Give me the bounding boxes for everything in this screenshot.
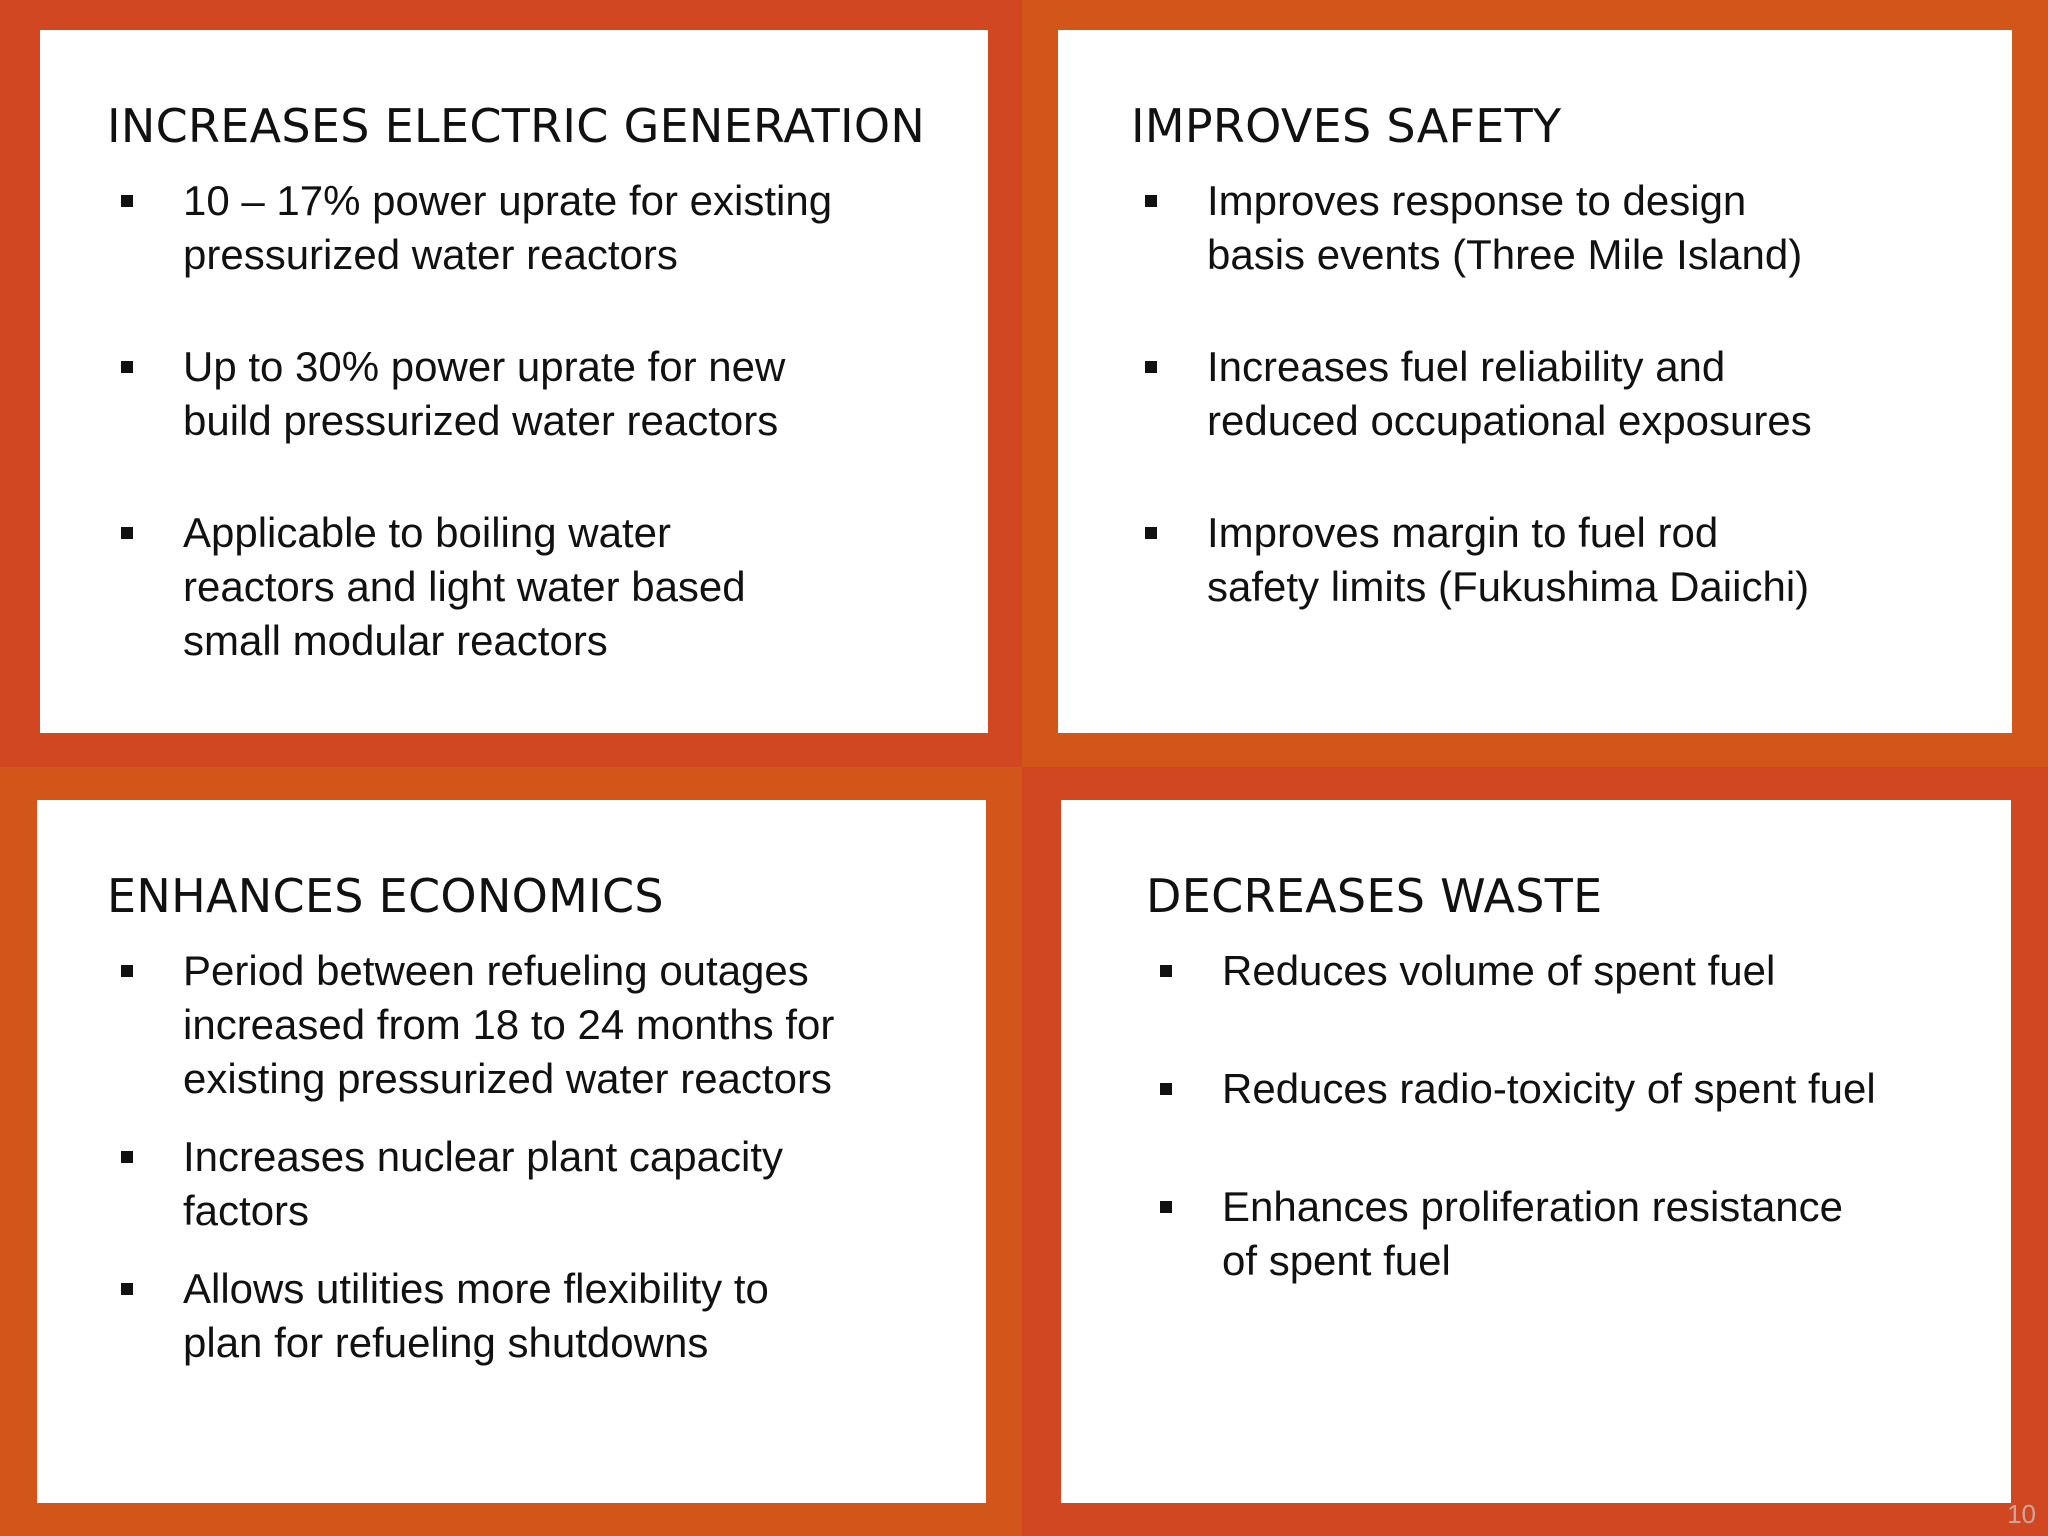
bullet-item: Reduces radio-toxicity of spent fuel: [1146, 1062, 2011, 1116]
panel-safety: IMPROVES SAFETY Improves response to des…: [1058, 30, 2012, 733]
square-bullet-icon: [121, 527, 133, 539]
bullet-list: 10 – 17% power uprate for existing pressu…: [107, 174, 988, 668]
bullet-text: Improves response to design basis events …: [1207, 177, 1803, 278]
bullet-text: Reduces volume of spent fuel: [1222, 947, 1776, 994]
bullet-text: Allows utilities more flexibility to plan…: [183, 1265, 769, 1366]
panel-title: IMPROVES SAFETY: [1131, 99, 1562, 153]
bullet-text: Up to 30% power uprate for new build pres…: [183, 343, 786, 444]
bullet-item: Increases nuclear plant capacity factors: [107, 1130, 986, 1238]
bullet-text: Enhances proliferation resistance of spen…: [1222, 1183, 1844, 1284]
bullet-item: Allows utilities more flexibility to plan…: [107, 1262, 986, 1370]
bullet-list: Reduces volume of spent fuel Reduces rad…: [1146, 944, 2011, 1288]
panel-economics: ENHANCES ECONOMICS Period between refuel…: [37, 800, 986, 1503]
square-bullet-icon: [121, 965, 133, 977]
bullet-item: Increases fuel reliability and reduced oc…: [1131, 340, 2012, 448]
bullet-item: Improves response to design basis events …: [1131, 174, 2012, 282]
bullet-item: Reduces volume of spent fuel: [1146, 944, 2011, 998]
panel-title: INCREASES ELECTRIC GENERATION: [107, 99, 926, 153]
bullet-text: Period between refueling outages increase…: [183, 947, 835, 1102]
bullet-item: Up to 30% power uprate for new build pres…: [107, 340, 988, 448]
square-bullet-icon: [121, 361, 133, 373]
bullet-text: Reduces radio-toxicity of spent fuel: [1222, 1065, 1876, 1112]
bullet-text: Improves margin to fuel rod safety limits…: [1207, 509, 1810, 610]
bullet-item: Applicable to boiling water reactors and …: [107, 506, 988, 668]
bullet-item: Enhances proliferation resistance of spen…: [1146, 1180, 2011, 1288]
square-bullet-icon: [1160, 965, 1172, 977]
bullet-text: Increases nuclear plant capacity factors: [183, 1133, 783, 1234]
square-bullet-icon: [121, 1283, 133, 1295]
bullet-item: 10 – 17% power uprate for existing pressu…: [107, 174, 988, 282]
square-bullet-icon: [1145, 527, 1157, 539]
bullet-text: 10 – 17% power uprate for existing pressu…: [183, 177, 833, 278]
page-number: 10: [2007, 1499, 2036, 1529]
square-bullet-icon: [1160, 1083, 1172, 1095]
bullet-text: Increases fuel reliability and reduced oc…: [1207, 343, 1812, 444]
bullet-list: Period between refueling outages increase…: [107, 944, 986, 1370]
panel-title: ENHANCES ECONOMICS: [107, 869, 664, 923]
bullet-list: Improves response to design basis events …: [1131, 174, 2012, 614]
square-bullet-icon: [1160, 1201, 1172, 1213]
bullet-item: Improves margin to fuel rod safety limits…: [1131, 506, 2012, 614]
panel-title: DECREASES WASTE: [1146, 869, 1603, 923]
panel-electric-generation: INCREASES ELECTRIC GENERATION 10 – 17% p…: [40, 30, 988, 733]
square-bullet-icon: [1145, 361, 1157, 373]
square-bullet-icon: [1145, 195, 1157, 207]
square-bullet-icon: [121, 1151, 133, 1163]
square-bullet-icon: [121, 195, 133, 207]
panel-waste: DECREASES WASTE Reduces volume of spent …: [1061, 800, 2011, 1503]
bullet-text: Applicable to boiling water reactors and …: [183, 509, 746, 664]
bullet-item: Period between refueling outages increase…: [107, 944, 986, 1106]
